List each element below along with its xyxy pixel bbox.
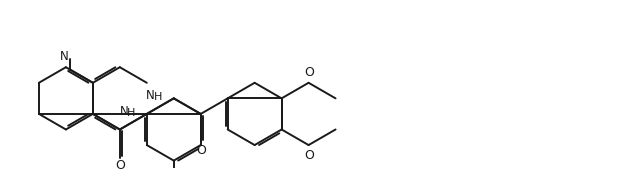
Text: O: O [304,149,314,162]
Text: O: O [304,66,314,79]
Text: N: N [146,89,155,102]
Text: O: O [196,144,206,157]
Text: N: N [120,105,128,118]
Text: N: N [60,50,69,63]
Text: H: H [127,108,135,118]
Text: H: H [154,92,162,102]
Text: O: O [115,159,125,172]
